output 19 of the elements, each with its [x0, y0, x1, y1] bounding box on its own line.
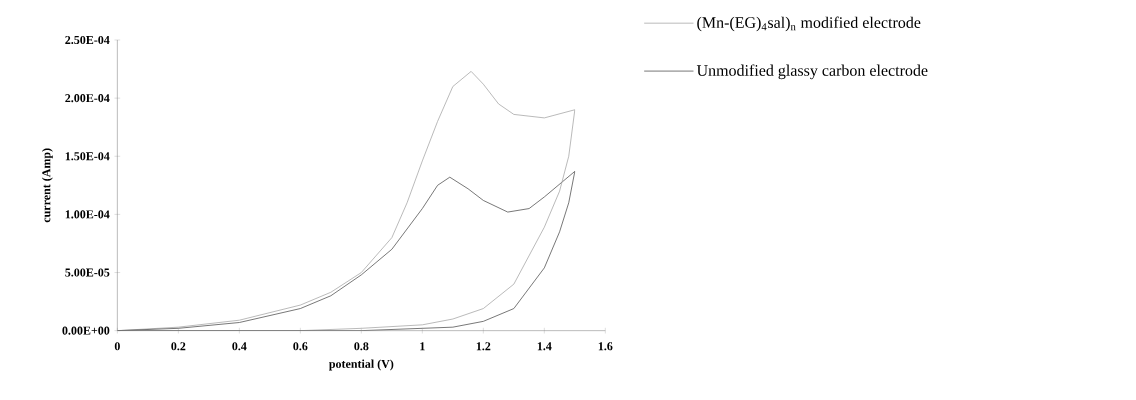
x-tick-label: 0 — [114, 342, 120, 351]
legend-label: Unmodified glassy carbon electrode — [696, 64, 928, 80]
y-tick-label: 1.00E-04 — [65, 210, 110, 219]
y-tick-label: 1.50E-04 — [65, 152, 110, 161]
x-tick-label: 1.2 — [476, 342, 491, 351]
y-axis-title: current (Amp) — [41, 148, 53, 223]
y-tick-label: 0.00E+00 — [62, 326, 110, 335]
y-tick-label: 2.00E-04 — [65, 94, 110, 103]
legend-label: (Mn-(EG)$_{4}$sal)$_{n}$ modified electrode — [697, 16, 921, 32]
x-tick-label: 0.6 — [293, 342, 308, 351]
x-tick-label: 1.4 — [537, 342, 552, 351]
x-tick-label: 0.2 — [171, 342, 186, 351]
x-tick-label: 0.8 — [354, 342, 369, 351]
x-tick-label: 1 — [420, 342, 425, 351]
x-axis-title: potential (V) — [328, 359, 394, 371]
y-tick-label: 2.50E-04 — [65, 35, 110, 45]
y-tick-label: 5.00E-05 — [65, 268, 110, 277]
x-tick-label: 1.6 — [598, 342, 613, 351]
x-tick-label: 0.4 — [232, 342, 247, 351]
